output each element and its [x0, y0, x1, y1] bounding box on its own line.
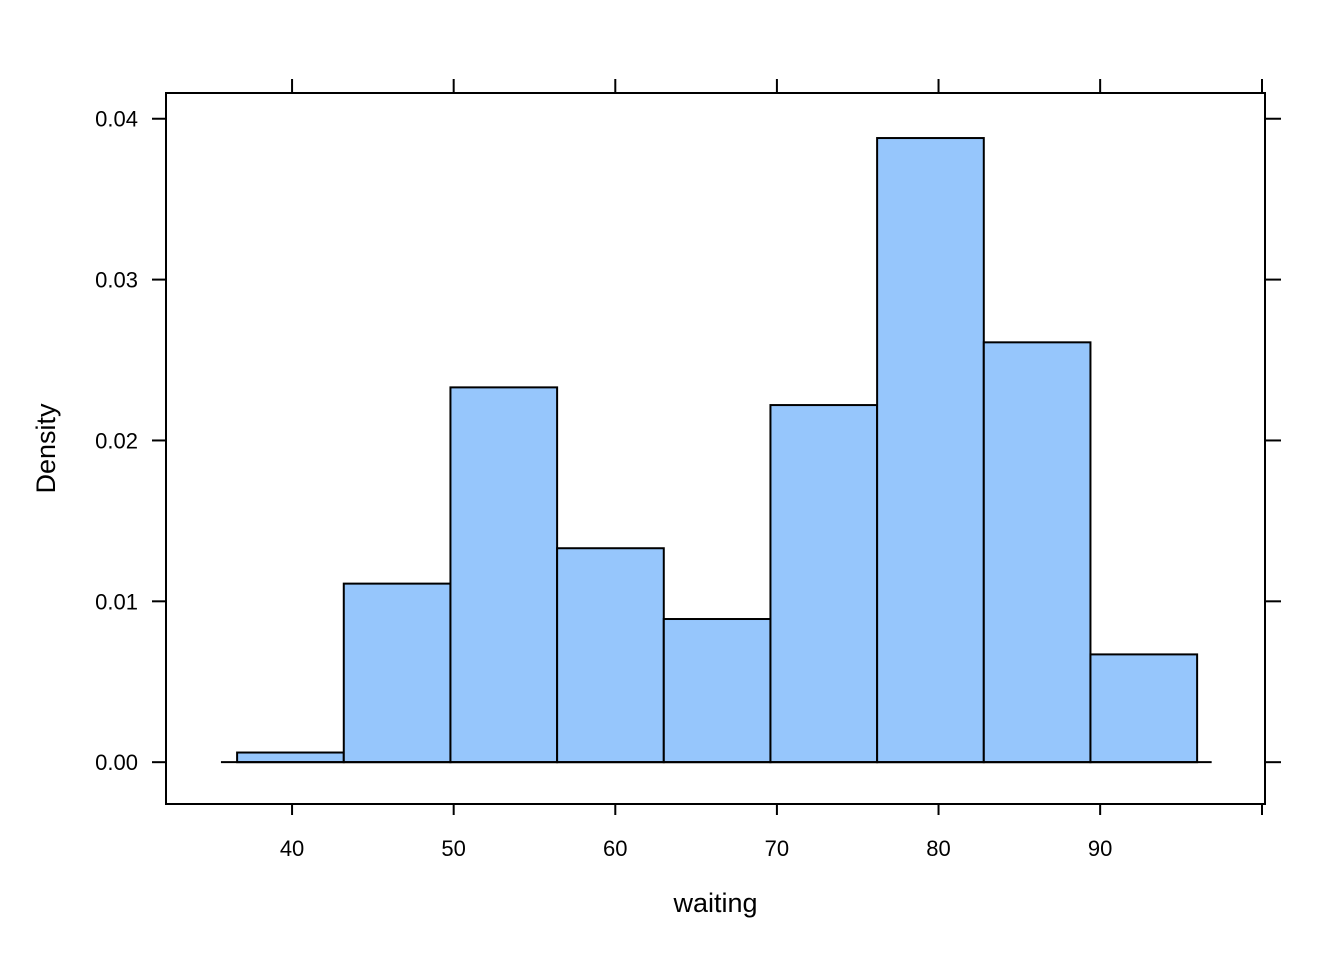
- histogram-bar: [556, 547, 665, 764]
- histogram-bar: [876, 137, 985, 764]
- histogram-bar: [982, 341, 1092, 764]
- histogram-bar: [236, 751, 345, 764]
- histogram-bar: [449, 386, 559, 764]
- x-tick-label: 90: [1088, 836, 1112, 861]
- y-tick-label: 0.01: [95, 589, 138, 614]
- histogram-bar: [769, 404, 879, 764]
- histogram-bars: [236, 137, 1199, 764]
- x-axis: 40 50 60 70 80 90: [280, 79, 1263, 861]
- histogram-bar: [1089, 653, 1199, 764]
- x-tick-label: 60: [603, 836, 627, 861]
- histogram-bar: [662, 618, 772, 764]
- x-tick-label: 70: [765, 836, 789, 861]
- x-tick-label: 40: [280, 836, 304, 861]
- y-tick-label: 0.02: [95, 428, 138, 453]
- x-axis-title: waiting: [672, 888, 757, 918]
- y-tick-label: 0.00: [95, 750, 138, 775]
- x-tick-label: 50: [441, 836, 465, 861]
- y-axis: 0.00 0.01 0.02 0.03 0.04: [95, 107, 1281, 775]
- histogram-bar: [342, 582, 452, 764]
- plot-frame: [165, 92, 1266, 805]
- y-axis-title: Density: [31, 403, 61, 494]
- y-tick-label: 0.04: [95, 107, 138, 132]
- y-tick-label: 0.03: [95, 268, 138, 293]
- x-tick-label: 80: [926, 836, 950, 861]
